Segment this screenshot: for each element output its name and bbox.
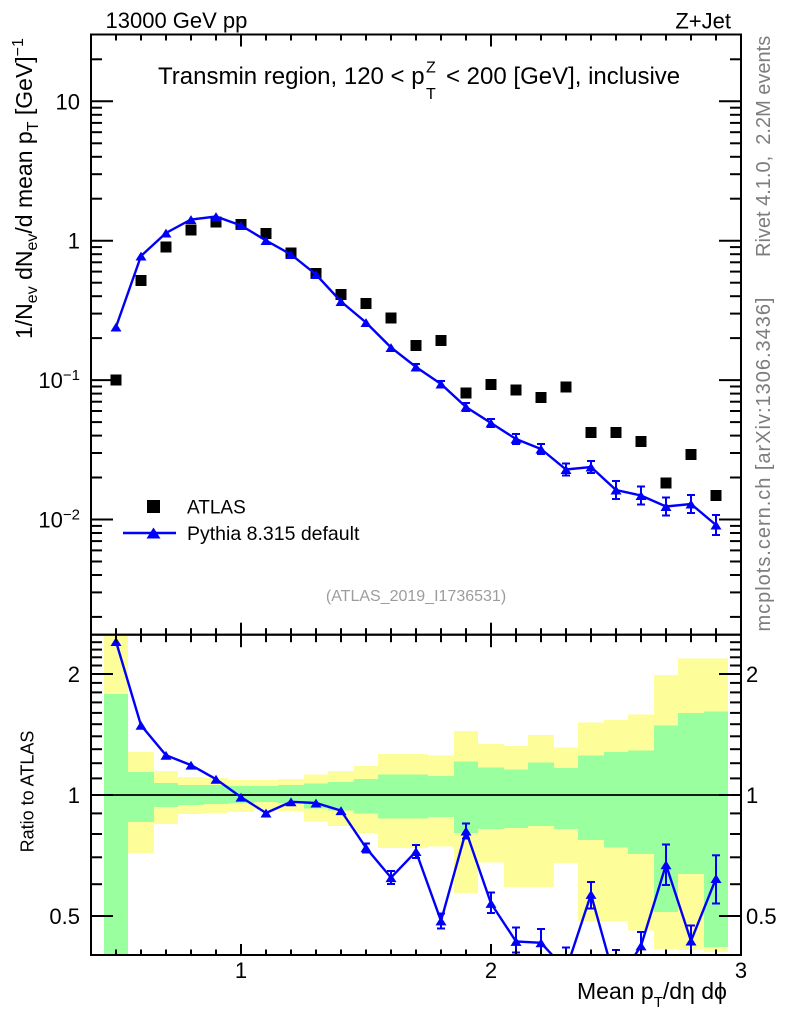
svg-text:2: 2	[485, 958, 497, 983]
svg-text:13000 GeV pp: 13000 GeV pp	[106, 8, 248, 33]
svg-text:mcplots.cern.ch [arXiv:1306.34: mcplots.cern.ch [arXiv:1306.3436]	[753, 298, 775, 632]
svg-text:3: 3	[735, 958, 747, 983]
svg-text:Z: Z	[426, 60, 436, 77]
svg-text:1: 1	[746, 783, 758, 808]
svg-text:10−1: 10−1	[38, 367, 80, 393]
svg-text:Z+Jet: Z+Jet	[675, 9, 731, 34]
svg-text:1: 1	[68, 229, 80, 254]
svg-text:T: T	[426, 86, 436, 103]
svg-text:1: 1	[68, 783, 80, 808]
svg-text:Ratio to ATLAS: Ratio to ATLAS	[18, 731, 38, 853]
svg-text:1: 1	[235, 958, 247, 983]
svg-text:10: 10	[56, 89, 80, 114]
svg-text:Transmin region, 120 < p: Transmin region, 120 < p	[158, 63, 425, 90]
svg-text:(ATLAS_2019_I1736531): (ATLAS_2019_I1736531)	[326, 588, 506, 605]
svg-text:ATLAS: ATLAS	[187, 498, 246, 519]
svg-text:Rivet 4.1.0, 2.2M events: Rivet 4.1.0, 2.2M events	[753, 36, 775, 257]
svg-text:0.5: 0.5	[746, 904, 777, 929]
svg-text:< 200 [GeV], inclusive: < 200 [GeV], inclusive	[446, 63, 680, 90]
svg-text:10−2: 10−2	[38, 507, 80, 533]
svg-text:2: 2	[68, 662, 80, 687]
svg-text:2: 2	[746, 662, 758, 687]
svg-text:Pythia 8.315 default: Pythia 8.315 default	[187, 523, 360, 545]
svg-text:0.5: 0.5	[49, 904, 80, 929]
